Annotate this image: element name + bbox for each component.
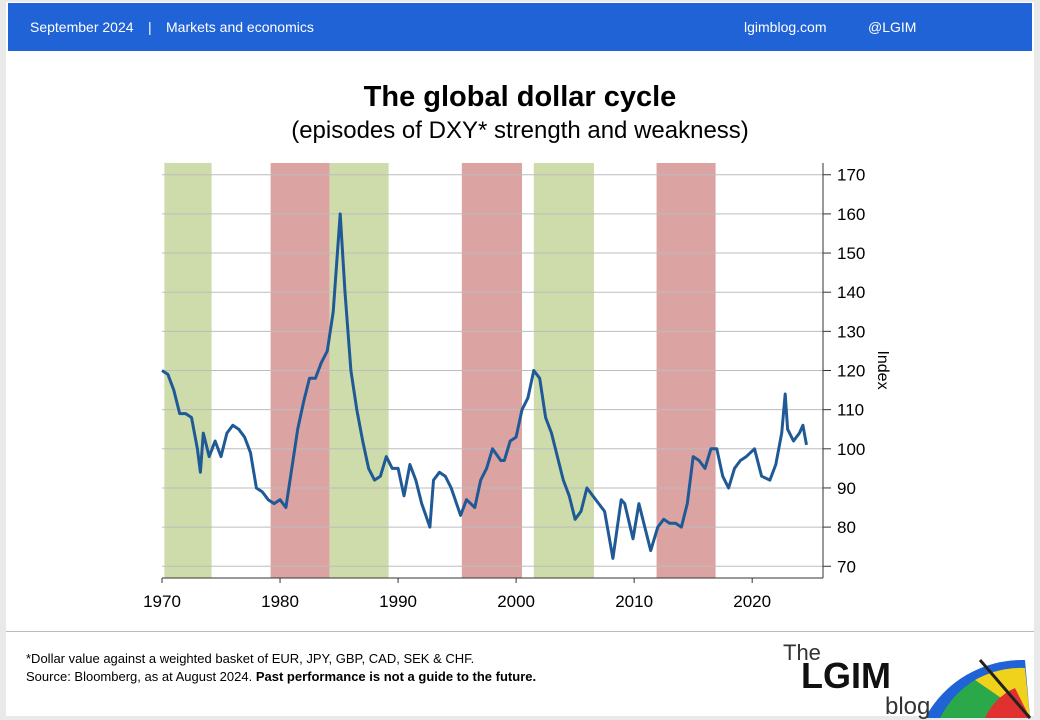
- logo-top: The: [783, 640, 821, 665]
- x-tick-label: 1970: [143, 592, 181, 611]
- date: September 2024: [30, 19, 134, 35]
- logo-umbrella: [985, 688, 1030, 718]
- y-tick-label: 70: [837, 557, 856, 576]
- y-tick-label: 110: [837, 401, 864, 420]
- logo-bottom: blog: [885, 693, 930, 720]
- x-tick-label: 1990: [379, 592, 417, 611]
- site-link[interactable]: lgimblog.com: [744, 19, 827, 35]
- x-tick-label: 2020: [733, 592, 771, 611]
- separator: |: [148, 19, 152, 35]
- chart-title: The global dollar cycle: [364, 81, 677, 113]
- y-tick-label: 130: [837, 322, 865, 341]
- header-bar: September 2024 | Markets and economics l…: [8, 3, 1032, 51]
- dxy-line: [161, 212, 808, 560]
- section: Markets and economics: [166, 19, 314, 35]
- y-tick-label: 120: [837, 362, 865, 381]
- x-tick-label: 2010: [615, 592, 653, 611]
- x-tick-label: 1980: [261, 592, 299, 611]
- disclaimer: Past performance is not a guide to the f…: [255, 669, 537, 684]
- footer-divider: [6, 631, 1034, 632]
- y-tick-label: 90: [837, 479, 856, 498]
- handle-link[interactable]: @LGIM: [868, 19, 917, 35]
- source-line: Source: Bloomberg, as at August 2024. Pa…: [26, 669, 536, 684]
- footnote: *Dollar value against a weighted basket …: [26, 651, 475, 666]
- logo-handle: [978, 659, 1032, 719]
- source: Source: Bloomberg, as at August 2024.: [26, 669, 253, 684]
- y-axis-label: Index: [874, 350, 891, 389]
- y-tick-label: 80: [837, 518, 856, 537]
- y-tick-label: 160: [837, 205, 865, 224]
- y-tick-label: 140: [837, 283, 865, 302]
- y-tick-label: 100: [837, 440, 865, 459]
- y-tick-label: 170: [837, 166, 865, 185]
- chart-subtitle: (episodes of DXY* strength and weakness): [291, 117, 749, 144]
- chart: The global dollar cycle (episodes of DXY…: [143, 81, 891, 611]
- y-tick-label: 150: [837, 244, 865, 263]
- logo-main: LGIM: [801, 655, 891, 696]
- logo: The LGIM blog: [783, 640, 1032, 720]
- x-tick-label: 2000: [497, 592, 535, 611]
